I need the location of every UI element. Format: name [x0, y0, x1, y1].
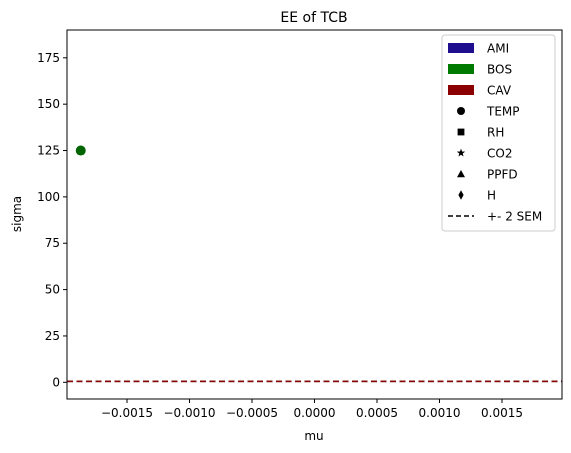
y-tick-label: 100	[37, 190, 60, 204]
legend-marker	[457, 128, 465, 136]
x-tick-label: 0.0005	[356, 406, 398, 420]
legend-label: BOS	[487, 63, 512, 77]
y-tick-label: 175	[37, 51, 60, 65]
x-axis: −0.0015 −0.0010 −0.0005 0.0000 0.0005 0.0010 0…	[101, 399, 523, 420]
legend-label: H	[487, 189, 496, 203]
y-tick-label: 25	[45, 329, 60, 343]
y-axis-label: sigma	[10, 196, 24, 232]
legend-label: TEMP	[486, 105, 520, 119]
x-tick-label: 0.0000	[294, 406, 336, 420]
legend-swatch	[448, 85, 474, 95]
legend: AMI BOS CAV TEMP RH CO2 PPFD H +- 2 SEM	[441, 34, 556, 232]
legend-label: RH	[487, 126, 504, 140]
x-tick-label: −0.0010	[163, 406, 215, 420]
x-tick-label: −0.0005	[226, 406, 278, 420]
x-tick-label: 0.0015	[481, 406, 523, 420]
y-tick-label: 50	[45, 283, 60, 297]
legend-marker	[457, 107, 465, 115]
x-tick-label: −0.0015	[101, 406, 153, 420]
y-tick-label: 125	[37, 144, 60, 158]
legend-label: CO2	[487, 147, 512, 161]
y-tick-label: 75	[45, 236, 60, 250]
y-tick-label: 150	[37, 97, 60, 111]
x-tick-label: 0.0010	[419, 406, 461, 420]
x-axis-label: mu	[304, 429, 323, 443]
legend-marker	[458, 190, 464, 200]
legend-label: AMI	[487, 42, 509, 56]
legend-box	[441, 34, 556, 232]
legend-label: CAV	[487, 84, 512, 98]
legend-label: +- 2 SEM	[487, 210, 542, 224]
legend-marker	[457, 170, 465, 178]
legend-swatch	[448, 64, 474, 74]
data-point	[75, 145, 86, 156]
y-tick-label: 0	[52, 375, 60, 389]
legend-marker	[456, 148, 466, 157]
y-axis: 0 25 50 75 100 125 150 175	[37, 51, 67, 389]
legend-label: PPFD	[487, 168, 518, 182]
data-points	[75, 145, 86, 156]
legend-swatch	[448, 43, 474, 53]
chart-title: EE of TCB	[280, 10, 347, 26]
